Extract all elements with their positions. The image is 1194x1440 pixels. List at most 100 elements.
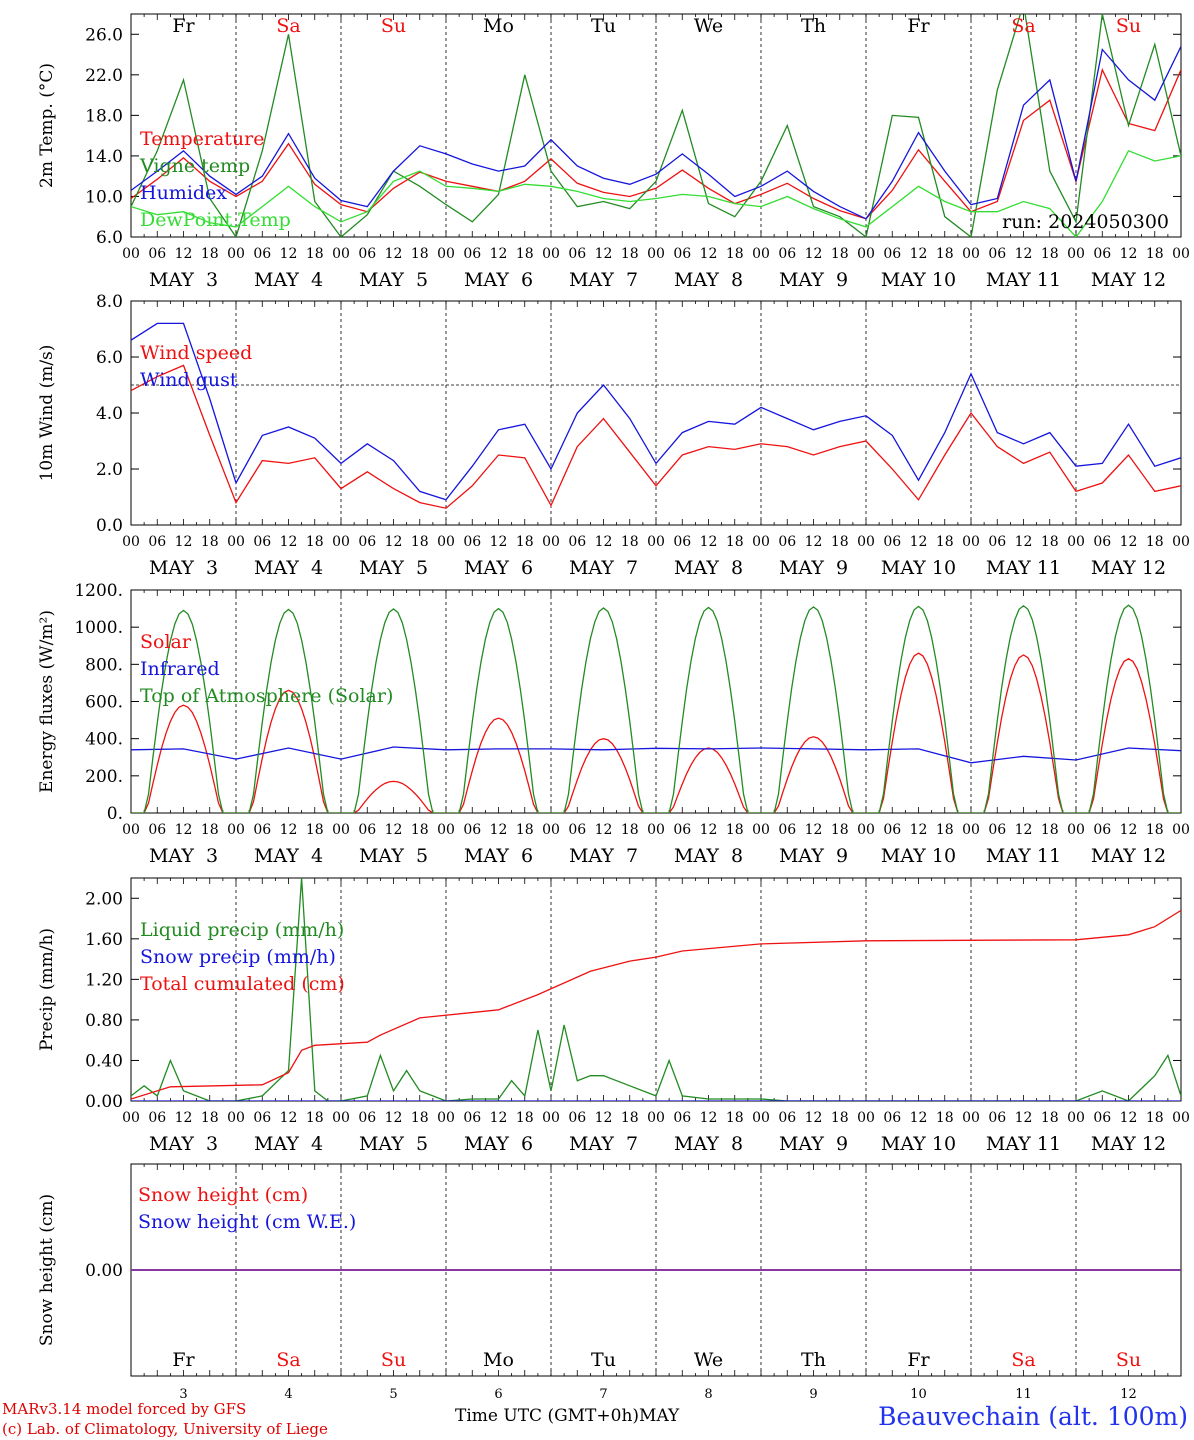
y-tick-label: 1.60 — [85, 930, 123, 950]
hour-tick-label: 00 — [122, 822, 140, 838]
hour-tick-label: 06 — [778, 246, 796, 262]
hour-tick-label: 06 — [568, 246, 586, 262]
hour-tick-label: 18 — [516, 246, 534, 262]
date-label: MAY 3 — [149, 845, 218, 867]
legend-entry: Wind speed — [140, 342, 252, 364]
hour-tick-label: 12 — [805, 822, 823, 838]
hour-tick-label: 00 — [227, 534, 245, 550]
hour-tick-label: 12 — [280, 534, 298, 550]
hour-tick-label: 00 — [332, 822, 350, 838]
hour-tick-label: 12 — [805, 534, 823, 550]
legend-entry: Snow height (cm W.E.) — [138, 1211, 356, 1233]
hour-tick-label: 00 — [962, 246, 980, 262]
hour-tick-label: 12 — [385, 822, 403, 838]
y-tick-label: 18.0 — [85, 106, 123, 126]
hour-tick-label: 12 — [490, 822, 508, 838]
panel-frame — [130, 300, 1182, 526]
y-tick-label: 2.0 — [96, 460, 123, 480]
hour-tick-label: 00 — [542, 246, 560, 262]
day-number-label: 12 — [1120, 1387, 1137, 1400]
hour-tick-label: 06 — [883, 822, 901, 838]
series-line-1-1 — [131, 67, 1181, 220]
hour-tick-label: 18 — [201, 822, 219, 838]
series-line-2-1 — [131, 364, 1181, 509]
date-label: MAY 4 — [254, 845, 323, 867]
hour-tick-label: 18 — [936, 822, 954, 838]
hour-tick-label: 12 — [1015, 822, 1033, 838]
hour-tick-label: 06 — [1093, 534, 1111, 550]
hour-tick-label: 06 — [673, 246, 691, 262]
day-name-label: We — [694, 1349, 723, 1371]
hour-tick-label: 12 — [490, 534, 508, 550]
hour-tick-label: 12 — [910, 1110, 928, 1126]
hour-tick-label: 18 — [201, 1110, 219, 1126]
hour-tick-label: 06 — [1093, 822, 1111, 838]
hour-tick-label: 00 — [1067, 246, 1085, 262]
hour-tick-label: 18 — [1041, 534, 1059, 550]
date-label: MAY 7 — [569, 845, 638, 867]
hour-tick-label: 18 — [306, 1110, 324, 1126]
date-label: MAY 6 — [464, 845, 533, 867]
hour-tick-label: 00 — [1067, 1110, 1085, 1126]
hour-tick-label: 12 — [805, 1110, 823, 1126]
legend-entry: Vigne temp — [139, 155, 250, 177]
hour-tick-label: 12 — [910, 822, 928, 838]
legend-entry: Solar — [140, 631, 192, 653]
hour-tick-label: 00 — [122, 534, 140, 550]
legend-entry: Total cumulated (cm) — [140, 973, 345, 995]
meteogram-chart: 6.0 10.0 14.0 18.0 22.0 26.0 2m Temp. (°C) Temp… — [37, 13, 1190, 1402]
hour-tick-label: 06 — [358, 1110, 376, 1126]
hour-tick-label: 00 — [437, 534, 455, 550]
date-label: MAY 4 — [254, 557, 323, 579]
day-name-label: Sa — [276, 1349, 300, 1371]
hour-tick-label: 18 — [1041, 246, 1059, 262]
hour-tick-label: 00 — [1172, 1110, 1190, 1126]
hour-tick-label: 12 — [385, 246, 403, 262]
day-name-label: Sa — [276, 15, 300, 37]
hour-tick-label: 00 — [122, 246, 140, 262]
hour-tick-label: 06 — [988, 534, 1006, 550]
hour-tick-label: 06 — [463, 246, 481, 262]
hour-tick-label: 12 — [700, 534, 718, 550]
date-label: MAY 4 — [254, 269, 323, 291]
hour-tick-label: 18 — [726, 534, 744, 550]
day-number-label: 8 — [704, 1387, 712, 1400]
hour-tick-label: 00 — [647, 534, 665, 550]
legend-entry: Liquid precip (mm/h) — [140, 919, 344, 941]
hour-tick-label: 06 — [568, 822, 586, 838]
hour-tick-label: 12 — [700, 246, 718, 262]
date-label: MAY 3 — [149, 557, 218, 579]
hour-tick-label: 12 — [1120, 1110, 1138, 1126]
day-name-label: Th — [801, 15, 826, 37]
hour-tick-label: 18 — [516, 534, 534, 550]
hour-tick-label: 12 — [595, 534, 613, 550]
hour-tick-label: 18 — [411, 822, 429, 838]
series-line-2-2 — [131, 322, 1181, 501]
hour-tick-label: 12 — [910, 246, 928, 262]
hour-tick-label: 00 — [1172, 534, 1190, 550]
hour-tick-label: 18 — [621, 246, 639, 262]
hour-tick-label: 12 — [1120, 246, 1138, 262]
hour-tick-label: 12 — [175, 534, 193, 550]
y-tick-label: 0.00 — [85, 1092, 123, 1112]
day-name-label: Mo — [483, 1349, 514, 1371]
hour-tick-label: 12 — [280, 1110, 298, 1126]
hour-tick-label: 12 — [1015, 534, 1033, 550]
y-tick-label: 0.80 — [85, 1011, 123, 1031]
hour-tick-label: 00 — [752, 1110, 770, 1126]
hour-tick-label: 00 — [227, 246, 245, 262]
hour-tick-label: 12 — [1120, 822, 1138, 838]
date-label: MAY 7 — [569, 269, 638, 291]
date-label: MAY 5 — [359, 269, 428, 291]
hour-tick-label: 00 — [332, 534, 350, 550]
date-label: MAY 10 — [881, 845, 956, 867]
series-line-3-1 — [131, 652, 1181, 813]
hour-tick-label: 12 — [700, 822, 718, 838]
hour-tick-label: 18 — [831, 822, 849, 838]
legend-entry: Wind gust — [140, 369, 238, 391]
date-label: MAY 8 — [674, 269, 743, 291]
date-label: MAY 5 — [359, 845, 428, 867]
hour-tick-label: 06 — [778, 822, 796, 838]
date-label: MAY 11 — [986, 557, 1061, 579]
